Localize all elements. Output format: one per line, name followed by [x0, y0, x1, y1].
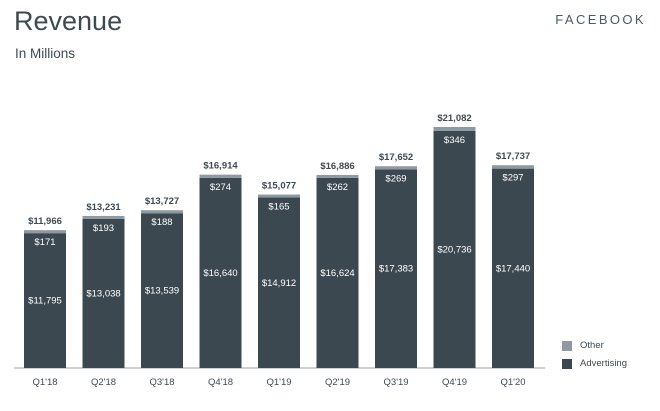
bar-other	[24, 230, 66, 234]
data-label-total: $17,652	[379, 152, 413, 163]
legend-item-other: Other	[562, 340, 627, 351]
data-label-total: $15,077	[262, 181, 296, 192]
data-label-other: $346	[444, 135, 465, 146]
bar-advertising	[492, 168, 534, 368]
data-label-total: $16,914	[203, 161, 238, 172]
data-label-advertising: $13,038	[86, 288, 120, 299]
bar-other	[492, 165, 534, 169]
bar-other	[199, 174, 242, 178]
bar-advertising	[316, 177, 359, 368]
bar-advertising	[141, 213, 183, 368]
legend-swatch-advertising	[562, 358, 572, 369]
x-tick-label: Q4'18	[208, 377, 233, 388]
bar-advertising	[24, 233, 66, 368]
x-tick-label: Q3'19	[383, 377, 408, 388]
data-label-advertising: $17,440	[496, 263, 530, 274]
data-label-other: $262	[327, 182, 348, 193]
bar-other	[433, 127, 476, 131]
legend-swatch-other	[562, 340, 572, 351]
bar-advertising	[82, 218, 125, 368]
data-label-total: $17,737	[496, 151, 530, 162]
x-tick-label: Q4'19	[442, 377, 467, 388]
data-label-advertising: $14,912	[262, 278, 296, 289]
bar-other	[316, 174, 359, 178]
data-label-advertising: $20,736	[437, 244, 471, 255]
bar-advertising	[375, 169, 417, 368]
data-label-total: $11,966	[28, 216, 62, 227]
data-label-other: $269	[385, 173, 406, 184]
page-subtitle: In Millions	[15, 46, 76, 61]
legend-label-other: Other	[580, 340, 604, 351]
bar-other	[258, 194, 300, 198]
x-tick-label: Q1'19	[266, 377, 291, 388]
bar-advertising	[258, 197, 300, 368]
data-label-other: $171	[34, 237, 55, 248]
x-tick-label: Q1'20	[500, 377, 525, 388]
data-label-other: $297	[502, 173, 523, 184]
brand-logo: FACEBOOK	[555, 12, 646, 27]
data-label-other: $274	[210, 182, 231, 193]
x-tick-label: Q2'19	[325, 377, 350, 388]
data-label-other: $188	[151, 217, 172, 228]
bar-other	[375, 166, 417, 170]
x-tick-label: Q1'18	[32, 377, 57, 388]
chart-legend: Other Advertising	[562, 340, 627, 376]
bar-other	[141, 210, 183, 214]
data-label-advertising: $17,383	[379, 264, 413, 275]
data-label-advertising: $11,795	[28, 296, 62, 307]
data-label-other: $165	[268, 202, 289, 213]
bar-other	[82, 215, 125, 219]
legend-label-advertising: Advertising	[580, 358, 627, 369]
x-tick-label: Q2'18	[91, 377, 116, 388]
data-label-advertising: $16,640	[203, 268, 237, 279]
page-title: Revenue	[14, 6, 123, 36]
data-label-total: $13,727	[145, 196, 179, 207]
legend-item-advertising: Advertising	[562, 358, 627, 369]
bar-advertising	[433, 130, 476, 368]
x-tick-label: Q3'18	[149, 377, 174, 388]
data-label-total: $13,231	[86, 202, 121, 213]
data-label-total: $21,082	[437, 113, 471, 124]
data-label-advertising: $13,539	[145, 286, 179, 297]
data-label-total: $16,886	[320, 161, 354, 172]
bar-advertising	[199, 177, 242, 368]
data-label-advertising: $16,624	[320, 268, 354, 279]
data-label-other: $193	[93, 223, 114, 234]
